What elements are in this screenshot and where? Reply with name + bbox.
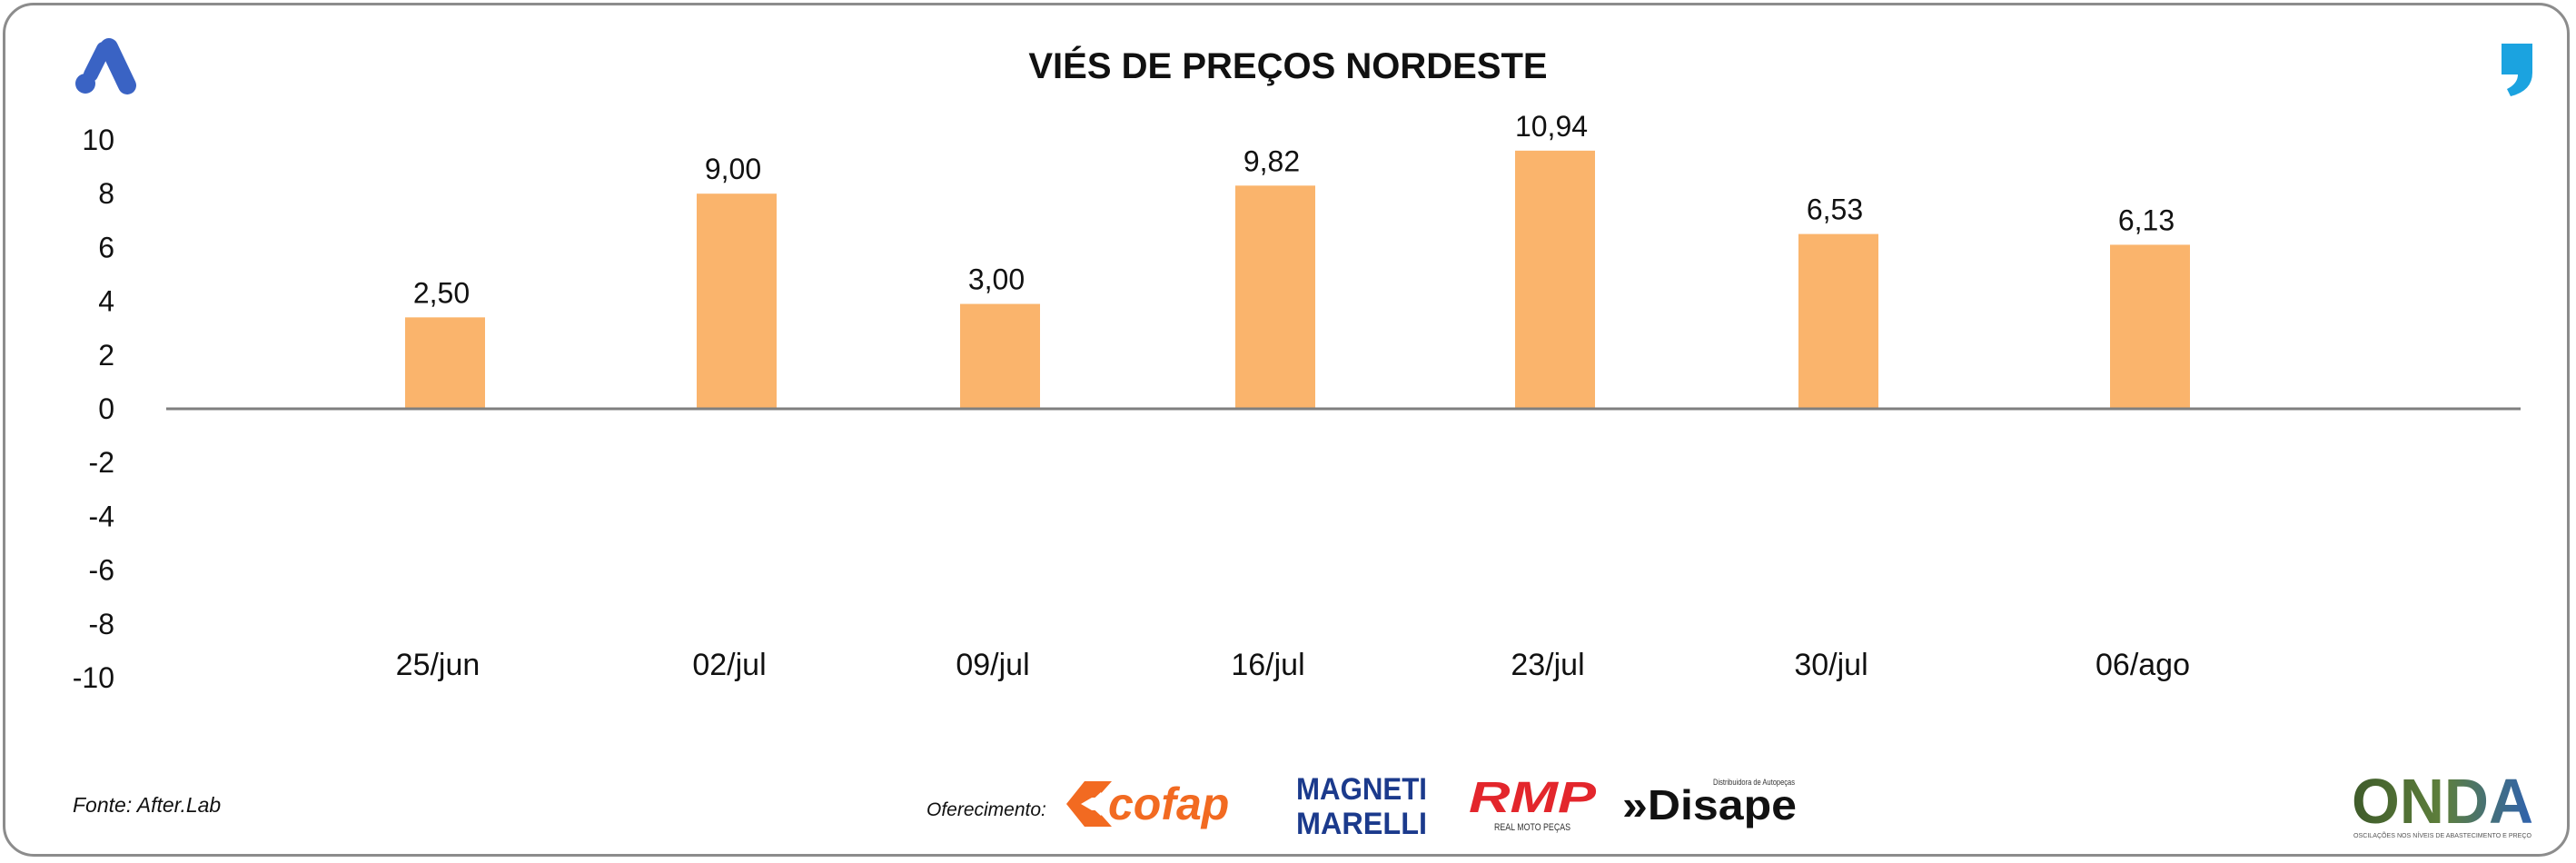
data-label: 10,94	[1515, 110, 1588, 143]
x-category-label: 09/jul	[956, 648, 1029, 682]
y-tick-label: -2	[89, 446, 114, 479]
x-category-label: 02/jul	[692, 648, 766, 682]
svg-text:OSCILAÇÕES NOS NÍVEIS DE ABAST: OSCILAÇÕES NOS NÍVEIS DE ABASTECIMENTO E…	[2353, 831, 2532, 839]
data-label: 9,82	[1243, 144, 1300, 177]
brand-comma-logo	[2502, 44, 2532, 96]
x-category-label: 06/ago	[2095, 648, 2190, 682]
sponsor-label: Oferecimento:	[926, 799, 1046, 820]
svg-text:REAL MOTO PEÇAS: REAL MOTO PEÇAS	[1494, 822, 1570, 833]
chart-title: VIÉS DE PREÇOS NORDESTE	[1028, 45, 1547, 86]
chart-frame	[3, 3, 2570, 857]
y-tick-label: -4	[89, 500, 114, 532]
bar-23-jul	[1515, 150, 1595, 409]
magneti-marelli-logo: MAGNETI MARELLI	[1296, 772, 1427, 839]
x-category-label: 23/jul	[1511, 648, 1584, 682]
cofap-logo: cofap	[1066, 779, 1229, 829]
svg-text:Distribuidora de Autopeças: Distribuidora de Autopeças	[1713, 778, 1795, 787]
y-tick-label: 10	[82, 124, 114, 156]
data-labels: 2,50 9,00 3,00 9,82 10,94 6,53 6,13	[413, 110, 2175, 310]
y-tick-label: -8	[89, 608, 114, 640]
data-label: 9,00	[705, 153, 761, 185]
data-label: 2,50	[413, 276, 470, 309]
y-axis-ticks: 10 8 6 4 2 0 -2 -4 -6 -8 -10	[73, 124, 114, 694]
onda-logo: ONDA OSCILAÇÕES NOS NÍVEIS DE ABASTECIME…	[2352, 769, 2533, 839]
source-note: Fonte: After.Lab	[73, 793, 222, 817]
bar-30-jul	[1798, 233, 1878, 409]
data-label: 3,00	[968, 263, 1025, 296]
bar-06-ago	[2110, 244, 2190, 409]
svg-text:»Disape: »Disape	[1622, 781, 1797, 828]
y-tick-label: 0	[98, 392, 114, 425]
bar-25-jun	[405, 317, 485, 409]
svg-text:RMP: RMP	[1469, 774, 1597, 822]
bars	[405, 150, 2190, 409]
bar-02-jul	[697, 193, 777, 409]
y-tick-label: -6	[89, 554, 114, 587]
y-tick-label: 4	[98, 285, 114, 318]
brand-a-logo	[75, 38, 136, 94]
y-tick-label: 6	[98, 231, 114, 263]
x-category-label: 30/jul	[1794, 648, 1868, 682]
svg-text:cofap: cofap	[1108, 779, 1229, 829]
disape-logo: Distribuidora de Autopeças »Disape	[1622, 778, 1797, 828]
bar-16-jul	[1235, 185, 1315, 409]
bar-09-jul	[960, 303, 1040, 409]
x-category-label: 16/jul	[1231, 648, 1304, 682]
svg-text:MARELLI: MARELLI	[1296, 807, 1427, 839]
data-label: 6,53	[1807, 193, 1863, 226]
rmp-logo: RMP REAL MOTO PEÇAS	[1469, 774, 1597, 833]
x-axis-categories: 25/jun 02/jul 09/jul 16/jul 23/jul 30/jul 06/a…	[396, 648, 2190, 682]
svg-text:ONDA: ONDA	[2352, 769, 2533, 837]
y-tick-label: 8	[98, 177, 114, 210]
x-category-label: 25/jun	[396, 648, 481, 682]
y-tick-label: -10	[73, 661, 114, 694]
y-tick-label: 2	[98, 339, 114, 372]
data-label: 6,13	[2118, 203, 2175, 236]
svg-text:MAGNETI: MAGNETI	[1296, 772, 1427, 807]
